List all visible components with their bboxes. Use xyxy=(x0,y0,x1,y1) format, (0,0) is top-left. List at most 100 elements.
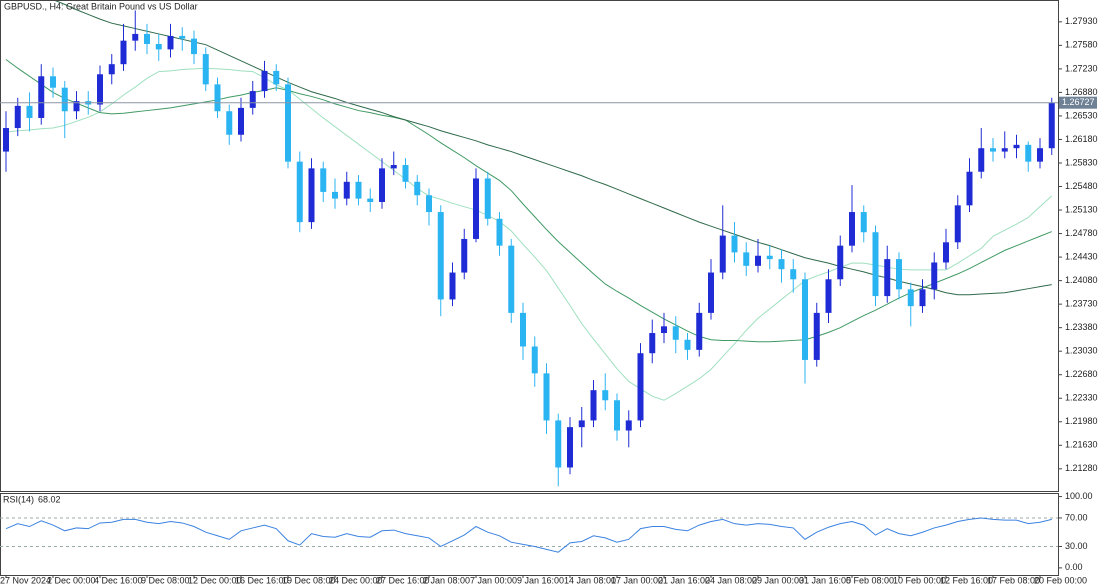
candle-body xyxy=(778,259,785,270)
candle-body xyxy=(520,312,526,347)
x-tick-label: 20 Feb 00:00 xyxy=(1034,575,1087,585)
x-tick-label: 24 Jan 08:00 xyxy=(705,575,757,585)
y-tick-label: 1.23380 xyxy=(1065,322,1098,332)
rsi-value: 68.02 xyxy=(38,494,61,504)
y-tick-label: 30.00 xyxy=(1065,541,1088,551)
x-tick-label: 9 Jan 16:00 xyxy=(517,575,564,585)
candle-body xyxy=(649,333,656,354)
y-tick-label: 1.24430 xyxy=(1065,251,1098,261)
candle-body xyxy=(896,259,902,290)
x-tick-label: 7 Jan 00:00 xyxy=(470,575,517,585)
x-tick-label: 17 Feb 08:00 xyxy=(987,575,1040,585)
candle-body xyxy=(567,427,573,468)
y-tick-label: 1.23030 xyxy=(1065,346,1098,356)
y-tick-label: 1.26880 xyxy=(1065,87,1098,97)
candle-body xyxy=(414,181,421,196)
candle-body xyxy=(919,289,926,307)
x-tick-label: 16 Dec 16:00 xyxy=(235,575,289,585)
candle-body xyxy=(285,84,291,162)
candle-body xyxy=(449,272,456,300)
x-tick-label: 24 Dec 00:00 xyxy=(329,575,383,585)
y-tick-label: 1.21630 xyxy=(1065,440,1098,450)
candle-body xyxy=(473,178,479,239)
candle-body xyxy=(3,128,9,152)
candle-body xyxy=(332,191,338,199)
candle-body xyxy=(14,105,21,129)
x-tick-label: 2 Jan 08:00 xyxy=(423,575,470,585)
y-tick-label: 1.27230 xyxy=(1065,63,1098,73)
candle-body xyxy=(249,91,256,108)
y-tick-label: 1.22330 xyxy=(1065,393,1098,403)
y-tick-label: 70.00 xyxy=(1065,512,1088,522)
candle-body xyxy=(108,64,115,75)
candle-body xyxy=(555,420,562,468)
candle-body xyxy=(402,165,409,182)
x-tick-label: 2 Dec 00:00 xyxy=(47,575,96,585)
candle-body xyxy=(602,390,609,401)
candle-body xyxy=(590,390,597,421)
main-plot xyxy=(0,1,1058,487)
x-tick-label: 12 Feb 16:00 xyxy=(940,575,993,585)
x-tick-label: 17 Jan 00:00 xyxy=(611,575,663,585)
candle-body xyxy=(355,181,362,199)
candle-body xyxy=(790,269,797,280)
candle-body xyxy=(308,168,315,223)
y-tick-label: 1.25830 xyxy=(1065,157,1098,167)
candle-body xyxy=(214,84,221,112)
candle-body xyxy=(825,279,832,313)
x-tick-label: 14 Jan 08:00 xyxy=(564,575,616,585)
candle-body xyxy=(672,326,679,340)
moving-average xyxy=(5,59,1052,343)
candle-body xyxy=(38,76,45,118)
candle-body xyxy=(719,235,726,273)
candle-body xyxy=(26,105,33,118)
x-tick-label: 27 Nov 2024 xyxy=(0,575,51,585)
x-tick-label: 9 Dec 08:00 xyxy=(141,575,190,585)
candle-body xyxy=(696,312,703,350)
last-price-label: 1.26727 xyxy=(1062,97,1095,107)
y-tick-label: 1.22680 xyxy=(1065,369,1098,379)
candle-body xyxy=(755,255,761,266)
candle-body xyxy=(120,40,127,65)
candle-body xyxy=(1001,148,1008,152)
candle-body xyxy=(661,326,667,334)
x-tick-label: 12 Dec 00:00 xyxy=(188,575,242,585)
x-tick-label: 4 Dec 16:00 xyxy=(94,575,143,585)
candle-body xyxy=(708,272,714,313)
last-price-box xyxy=(1059,96,1097,109)
axes: 1.27930 1.27580 1.27230 1.26880 1.26530 1.261… xyxy=(0,16,1098,585)
rsi-title: RSI(14) xyxy=(3,494,34,504)
candle-body xyxy=(496,218,503,246)
candle-body xyxy=(202,54,209,85)
y-tick-label: 1.24780 xyxy=(1065,228,1098,238)
candle-body xyxy=(966,171,973,206)
candle-body xyxy=(50,76,56,88)
y-tick-label: 1.24080 xyxy=(1065,275,1098,285)
candle-body xyxy=(907,289,914,307)
candle-body xyxy=(167,35,174,50)
candle-body xyxy=(1025,144,1032,162)
candle-body xyxy=(390,165,397,169)
candle-body xyxy=(144,33,150,45)
candle-body xyxy=(837,245,844,280)
y-tick-label: 1.21280 xyxy=(1065,463,1098,473)
candle-body xyxy=(813,312,820,360)
x-tick-label: 21 Jan 16:00 xyxy=(658,575,710,585)
candle-body xyxy=(578,420,585,428)
candle-body xyxy=(543,373,550,421)
x-tick-label: 5 Feb 08:00 xyxy=(846,575,894,585)
candle-body xyxy=(884,259,891,297)
candle-body xyxy=(179,35,186,39)
candle-body xyxy=(238,107,244,135)
candle-body xyxy=(367,198,374,202)
candle-body xyxy=(625,420,632,431)
candle-body xyxy=(73,101,80,112)
candle-body xyxy=(261,70,268,92)
main-pane xyxy=(0,0,1059,492)
y-tick-label: 1.27580 xyxy=(1065,40,1098,50)
y-tick-label: 1.23730 xyxy=(1065,299,1098,309)
y-tick-label: 1.25480 xyxy=(1065,181,1098,191)
candle-body xyxy=(637,353,644,421)
